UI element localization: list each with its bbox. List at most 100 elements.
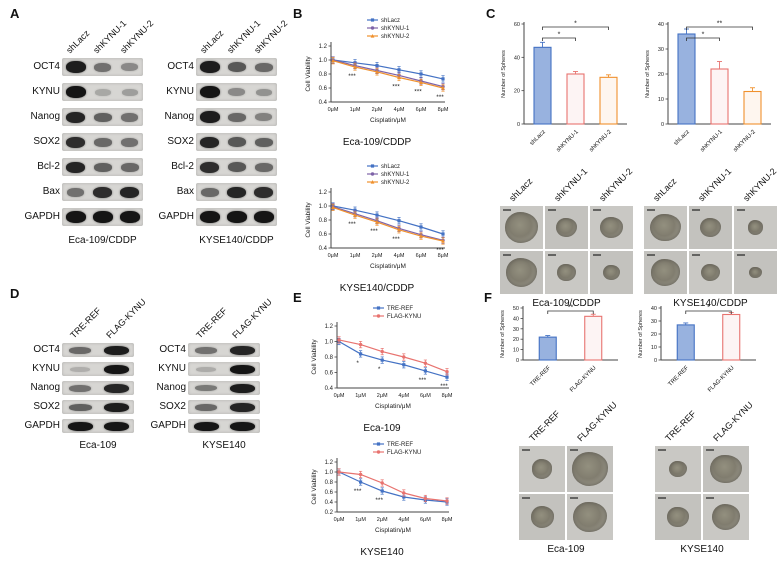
western-blot-band — [253, 211, 274, 223]
line-chart-eca109-cddp: 0.4 0.6 0.8 1.0 1.2 Cell Viability 0μM 1μM 2μM 4μ… — [301, 12, 453, 136]
blot-lane — [89, 108, 116, 126]
blot-row-label: KYNU — [32, 86, 60, 97]
significance-label: * — [356, 360, 359, 367]
sig-bracket — [542, 26, 609, 30]
sphere-blob — [530, 506, 554, 528]
y-tick-label: 0.6 — [319, 232, 328, 238]
blot-lane — [89, 58, 116, 76]
x-tick-label: 4μM — [398, 393, 409, 399]
series-line-shKYNU-1 — [332, 206, 444, 241]
legend-label: FLAG-KYNU — [387, 314, 421, 320]
blot-group: TRE-REF FLAG-KYNU OCT4 KYNU Nanog SOX2 GAPDH KY… — [140, 293, 273, 454]
blot-lane — [62, 381, 98, 395]
sphere-image — [689, 251, 732, 294]
sphere-image — [545, 206, 588, 249]
bar-FLAG-KYNU — [722, 313, 741, 361]
marker-triangle — [375, 69, 379, 74]
y-tick-label: 1.0 — [319, 204, 328, 210]
blot-lane — [116, 133, 143, 151]
scale-bar — [647, 254, 655, 256]
marker-circle — [445, 370, 449, 374]
scale-bar — [593, 209, 601, 211]
marker-square — [419, 225, 423, 229]
western-blot-band — [69, 384, 91, 392]
western-blot-band — [103, 402, 129, 412]
sphere-image — [703, 494, 749, 540]
x-tick-label: 8μM — [438, 253, 449, 259]
sphere-image — [734, 251, 777, 294]
blot-box — [196, 158, 277, 176]
panel-label-f: F — [484, 290, 492, 305]
blot-lane — [89, 183, 116, 201]
western-blot-band — [69, 346, 91, 354]
y-axis-title: Cell Viability — [311, 339, 318, 375]
marker-square — [397, 219, 401, 223]
western-blot-band — [121, 63, 138, 71]
blot-lane — [188, 362, 224, 376]
scale-bar — [706, 497, 714, 499]
western-blot-band — [199, 86, 220, 98]
column-label: shKYNU-2 — [741, 166, 779, 204]
western-blot-band — [67, 187, 84, 197]
y-tick-label: 1.2 — [319, 190, 328, 196]
x-tick-label: 0μM — [334, 517, 345, 523]
line-chart: 0.2 0.4 0.6 0.8 1.0 1.2 Cell Viability 0μM 1μM 2μ… — [311, 442, 453, 534]
significance-label: *** — [370, 228, 378, 235]
sphere-blob — [506, 258, 537, 287]
y-tick-label: 10 — [658, 97, 664, 103]
blot-box — [62, 343, 134, 357]
series-line-TRE-REF — [338, 471, 448, 503]
bar-chart: 0 10 20 30 40 Number of Spheres shLacz shKYNU-1… — [645, 21, 771, 153]
column-label: FLAG-KYNU — [711, 399, 755, 444]
blot-lane — [224, 362, 260, 376]
sphere-image — [500, 251, 543, 294]
x-axis-title: Cisplatin/μM — [375, 403, 411, 410]
western-blot-band — [103, 364, 129, 374]
marker-triangle — [419, 234, 423, 238]
blot-lane — [89, 133, 116, 151]
blot-caption: KYSE140 — [202, 440, 246, 451]
blot-lane — [223, 183, 250, 201]
sphere-blob — [573, 501, 607, 533]
marker-circle — [337, 338, 341, 342]
scale-bar — [570, 449, 578, 451]
scale-bar — [692, 209, 700, 211]
y-tick-label: 1.2 — [325, 460, 334, 466]
blot-lane — [62, 133, 89, 151]
sphere-blob — [603, 264, 620, 280]
line-chart-eca109: 0.4 0.6 0.8 1.0 1.2 Cell Viability 0μM 1μM 2μM 4μ… — [307, 300, 457, 422]
sphere-blob — [555, 217, 578, 238]
blot-lane — [250, 208, 277, 226]
blot-lane — [62, 158, 89, 176]
series-line-shKYNU-1 — [332, 59, 444, 88]
blot-lane — [224, 343, 260, 357]
y-axis-title: Number of Spheres — [638, 310, 644, 358]
significance-label: * — [702, 32, 705, 39]
y-tick-label: 10 — [651, 345, 657, 351]
x-tick-label: 2μM — [377, 393, 388, 399]
blot-lane — [62, 83, 89, 101]
sig-bracket — [685, 310, 732, 314]
x-category-label: FLAG-KYNU — [569, 365, 598, 394]
scale-bar — [737, 209, 745, 211]
blot-row-label: GAPDH — [158, 211, 194, 222]
bar-chart-spheres-eca109: 0 10 20 30 40 50 Number of Spheres TRE-REF FLAG-… — [496, 296, 622, 398]
blot-row-label: Nanog — [30, 111, 60, 122]
western-blot-band — [121, 112, 138, 122]
marker-triangle — [370, 34, 375, 38]
blot-lane — [223, 58, 250, 76]
blot-lane — [224, 419, 260, 433]
legend-label: shKYNU-1 — [381, 172, 410, 178]
sig-bracket — [686, 26, 753, 30]
y-tick-label: 0.4 — [325, 500, 334, 506]
marker-triangle — [441, 86, 445, 90]
chart-title-kyse140: KYSE140 — [360, 547, 404, 558]
western-blot-band — [199, 61, 220, 73]
sphere-image — [644, 206, 687, 249]
x-tick-label: 2μM — [372, 253, 383, 259]
blot-box — [62, 158, 143, 176]
blot-box — [188, 381, 260, 395]
western-blot-band — [103, 383, 129, 393]
significance-label: *** — [436, 94, 444, 101]
marker-triangle — [331, 58, 335, 63]
